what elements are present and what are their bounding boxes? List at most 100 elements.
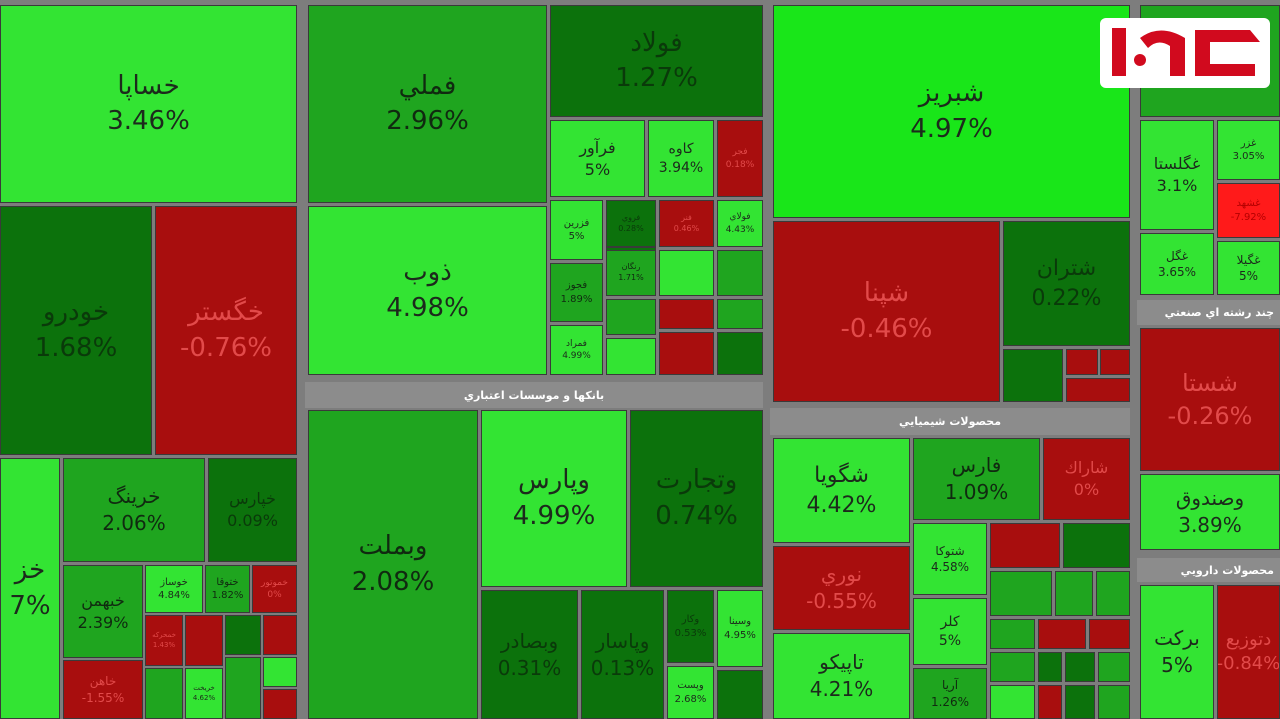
stock-tile: فرآور 5% <box>550 120 645 197</box>
stock-change: 1.27% <box>615 63 698 93</box>
stock-change: 4.99% <box>562 351 591 361</box>
sector-header: محصولات شيميايي <box>770 408 1130 435</box>
stock-tile: كلر 5% <box>913 598 987 665</box>
minor-tile <box>1066 378 1130 402</box>
stock-change: 0.18% <box>725 159 755 170</box>
stock-tile: فزرين 5% <box>550 200 603 260</box>
stock-change: 4.42% <box>806 492 877 518</box>
stock-change: 5% <box>1161 653 1193 677</box>
stock-tile: ذوب 4.98% <box>308 206 547 375</box>
stock-change: 4.58% <box>930 560 970 574</box>
stock-tile: غگل 3.65% <box>1140 233 1214 295</box>
stock-tile: آريا 1.26% <box>913 668 987 719</box>
stock-change: 4.98% <box>386 292 469 323</box>
stock-name: خموتور <box>261 577 288 588</box>
minor-tile <box>990 619 1035 649</box>
stock-name: شبريز <box>918 78 985 109</box>
stock-change: 3.89% <box>1178 513 1242 537</box>
stock-name: غگل <box>1166 248 1188 263</box>
stock-tile: خگستر -0.76% <box>155 206 297 455</box>
minor-tile <box>1065 652 1095 682</box>
minor-tile <box>1089 619 1130 649</box>
stock-change: 1.89% <box>560 293 593 305</box>
stock-change: 2.08% <box>351 566 435 597</box>
stock-tile: خبهمن 2.39% <box>63 565 143 658</box>
sector-header: چند رشته اي صنعتي <box>1137 300 1280 325</box>
stock-tile: فروي 0.28% <box>606 200 656 247</box>
stock-change: -7.92% <box>1230 211 1267 223</box>
minor-tile <box>225 615 261 655</box>
stock-name: وبملت <box>358 531 428 562</box>
stock-name: بركت <box>1154 626 1200 650</box>
stock-tile: فجوز 1.89% <box>550 263 603 322</box>
stock-tile: فولاد 1.27% <box>550 5 763 117</box>
stock-tile: وسينا 4.95% <box>717 590 763 667</box>
minor-tile <box>990 523 1060 568</box>
stock-tile: شتوكا 4.58% <box>913 523 987 595</box>
stock-name: شاراك <box>1064 458 1109 478</box>
logo-dot <box>1134 54 1146 66</box>
stock-tile: خريخت 4.62% <box>185 668 223 719</box>
stock-change: 0.74% <box>655 500 738 531</box>
stock-tile: خز 7% <box>0 458 60 719</box>
stock-change: 0.53% <box>674 627 707 639</box>
stock-change: 3.94% <box>658 159 704 176</box>
stock-name: فارس <box>951 453 1002 477</box>
minor-tile <box>659 250 714 296</box>
minor-tile <box>606 338 656 375</box>
stock-change: 3.46% <box>107 106 190 136</box>
stock-name: وكار <box>681 614 700 625</box>
stock-change: 4.43% <box>725 224 755 235</box>
stock-name: خاهن <box>89 674 117 689</box>
stock-tile: دتوزيع -0.84% <box>1217 585 1280 719</box>
stock-tile: خموتور 0% <box>252 565 297 613</box>
stock-change: 1.71% <box>618 273 644 282</box>
stock-tile: شگويا 4.42% <box>773 438 910 543</box>
stock-name: رنگان <box>621 262 641 272</box>
stock-name: خوساز <box>160 576 188 588</box>
stock-change: 3.65% <box>1157 265 1197 279</box>
minor-tile <box>659 299 714 329</box>
stock-tile: وپارس 4.99% <box>481 410 627 587</box>
stock-change: 4.97% <box>910 113 993 144</box>
stock-change: -0.46% <box>840 313 933 344</box>
stock-name: شگويا <box>814 462 869 488</box>
stock-name: خمحركه <box>152 631 176 640</box>
stock-name: فجر <box>732 147 748 158</box>
stock-name: وپاسار <box>595 628 650 653</box>
stock-name: فولاي <box>729 212 751 223</box>
stock-tile: خمحركه 1.43% <box>145 615 183 666</box>
stock-change: 4.84% <box>158 590 190 601</box>
stock-name: شتران <box>1036 255 1097 281</box>
stock-change: 4.99% <box>512 500 596 531</box>
stock-tile: غزر 3.05% <box>1217 120 1280 180</box>
stock-name: آريا <box>941 678 959 693</box>
stock-change: 0.13% <box>590 655 655 680</box>
stock-change: 0.28% <box>618 223 644 233</box>
stock-change: 1.09% <box>944 480 1009 504</box>
stock-name: خودرو <box>42 297 110 328</box>
minor-tile <box>717 299 763 329</box>
stock-tile: بركت 5% <box>1140 585 1214 719</box>
stock-change: 3.1% <box>1156 176 1198 195</box>
stock-name: خبهمن <box>81 590 125 610</box>
stock-name: فنر <box>681 212 692 222</box>
minor-tile <box>717 250 763 296</box>
stock-change: 5% <box>584 159 611 179</box>
stock-name: غزر <box>1240 137 1257 149</box>
minor-tile <box>1096 571 1130 616</box>
minor-tile <box>990 652 1035 682</box>
stock-change: 1.26% <box>930 694 970 709</box>
stock-tile: وصندوق 3.89% <box>1140 474 1280 550</box>
stock-tile: وبملت 2.08% <box>308 410 478 719</box>
stock-tile: خپارس 0.09% <box>208 458 297 562</box>
stock-name: فمراد <box>566 338 587 349</box>
stock-tile: ختوقا 1.82% <box>205 565 250 613</box>
minor-tile <box>185 615 223 666</box>
stock-tile: وپاسار 0.13% <box>581 590 664 719</box>
stock-tile: فنر 0.46% <box>659 200 714 247</box>
stock-change: 2.68% <box>674 693 707 705</box>
stock-tile: شبريز 4.97% <box>773 5 1130 218</box>
minor-tile <box>659 332 714 375</box>
